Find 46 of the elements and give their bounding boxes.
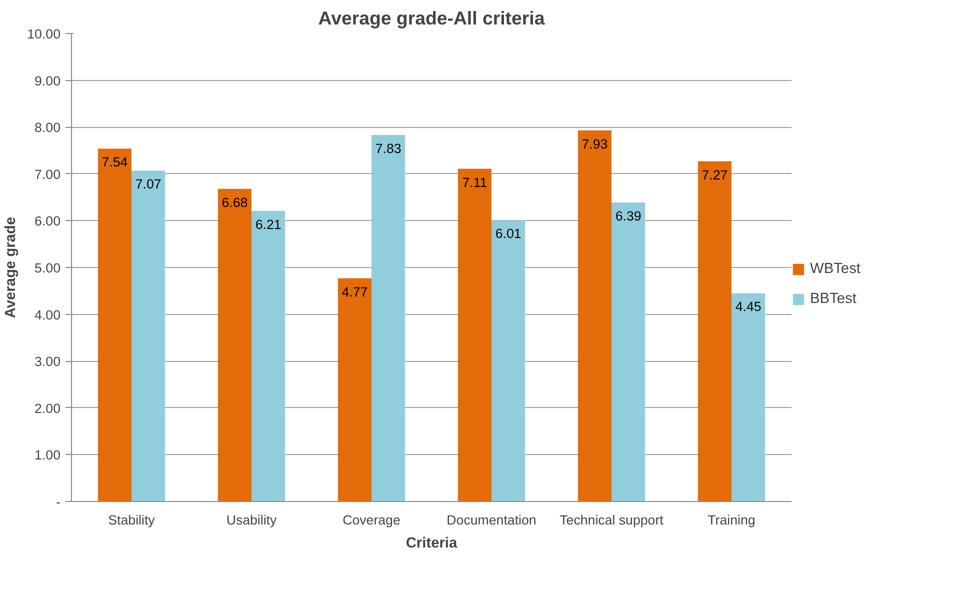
y-tick-label: 9.00 — [34, 73, 61, 88]
bar — [578, 130, 612, 502]
y-tick-label: 2.00 — [34, 400, 61, 416]
bar — [252, 210, 286, 502]
chart-title: Average grade-All criteria — [318, 8, 546, 28]
x-tick-label: Coverage — [342, 512, 400, 528]
data-label: 7.27 — [702, 167, 728, 182]
bar — [612, 202, 646, 502]
y-tick-label: 5.00 — [34, 260, 61, 276]
data-label: 7.54 — [102, 154, 128, 170]
data-label: 7.11 — [462, 174, 488, 190]
bar — [218, 188, 252, 502]
bar — [98, 148, 132, 502]
x-tick-label: Training — [708, 512, 756, 528]
y-tick-label: - — [56, 494, 61, 510]
legend-label: WBTest — [810, 261, 862, 277]
bar — [338, 278, 372, 502]
x-tick-label: Technical support — [560, 512, 664, 528]
data-label: 4.45 — [735, 299, 762, 314]
y-tick-label: 6.00 — [34, 214, 61, 229]
y-axis-title: Average grade — [3, 216, 20, 318]
data-label: 6.68 — [222, 194, 248, 210]
x-tick-label: Usability — [226, 512, 278, 528]
y-tick-label: 4.00 — [34, 307, 61, 322]
y-tick-label: 7.00 — [34, 166, 61, 182]
data-label: 7.83 — [375, 141, 402, 156]
data-label: 4.77 — [342, 284, 368, 300]
y-tick-label: 3.00 — [34, 354, 61, 370]
x-tick-label: Documentation — [446, 512, 536, 528]
data-label: 6.39 — [615, 208, 642, 224]
y-tick-label: 1.00 — [34, 448, 61, 463]
data-label: 7.07 — [135, 176, 162, 192]
x-tick-label: Stability — [108, 512, 156, 528]
data-label: 6.21 — [255, 216, 282, 232]
x-axis-title: Criteria — [406, 536, 458, 552]
data-label: 6.01 — [495, 226, 522, 242]
bar — [492, 220, 526, 502]
data-label: 7.93 — [582, 136, 608, 152]
bar — [732, 293, 766, 502]
y-tick-label: 8.00 — [34, 120, 61, 136]
bar — [458, 168, 492, 502]
y-tick-label: 10.00 — [27, 26, 61, 42]
bar — [372, 135, 406, 502]
legend-label: BBTest — [810, 291, 858, 307]
bar — [132, 170, 166, 502]
bar — [698, 161, 732, 502]
